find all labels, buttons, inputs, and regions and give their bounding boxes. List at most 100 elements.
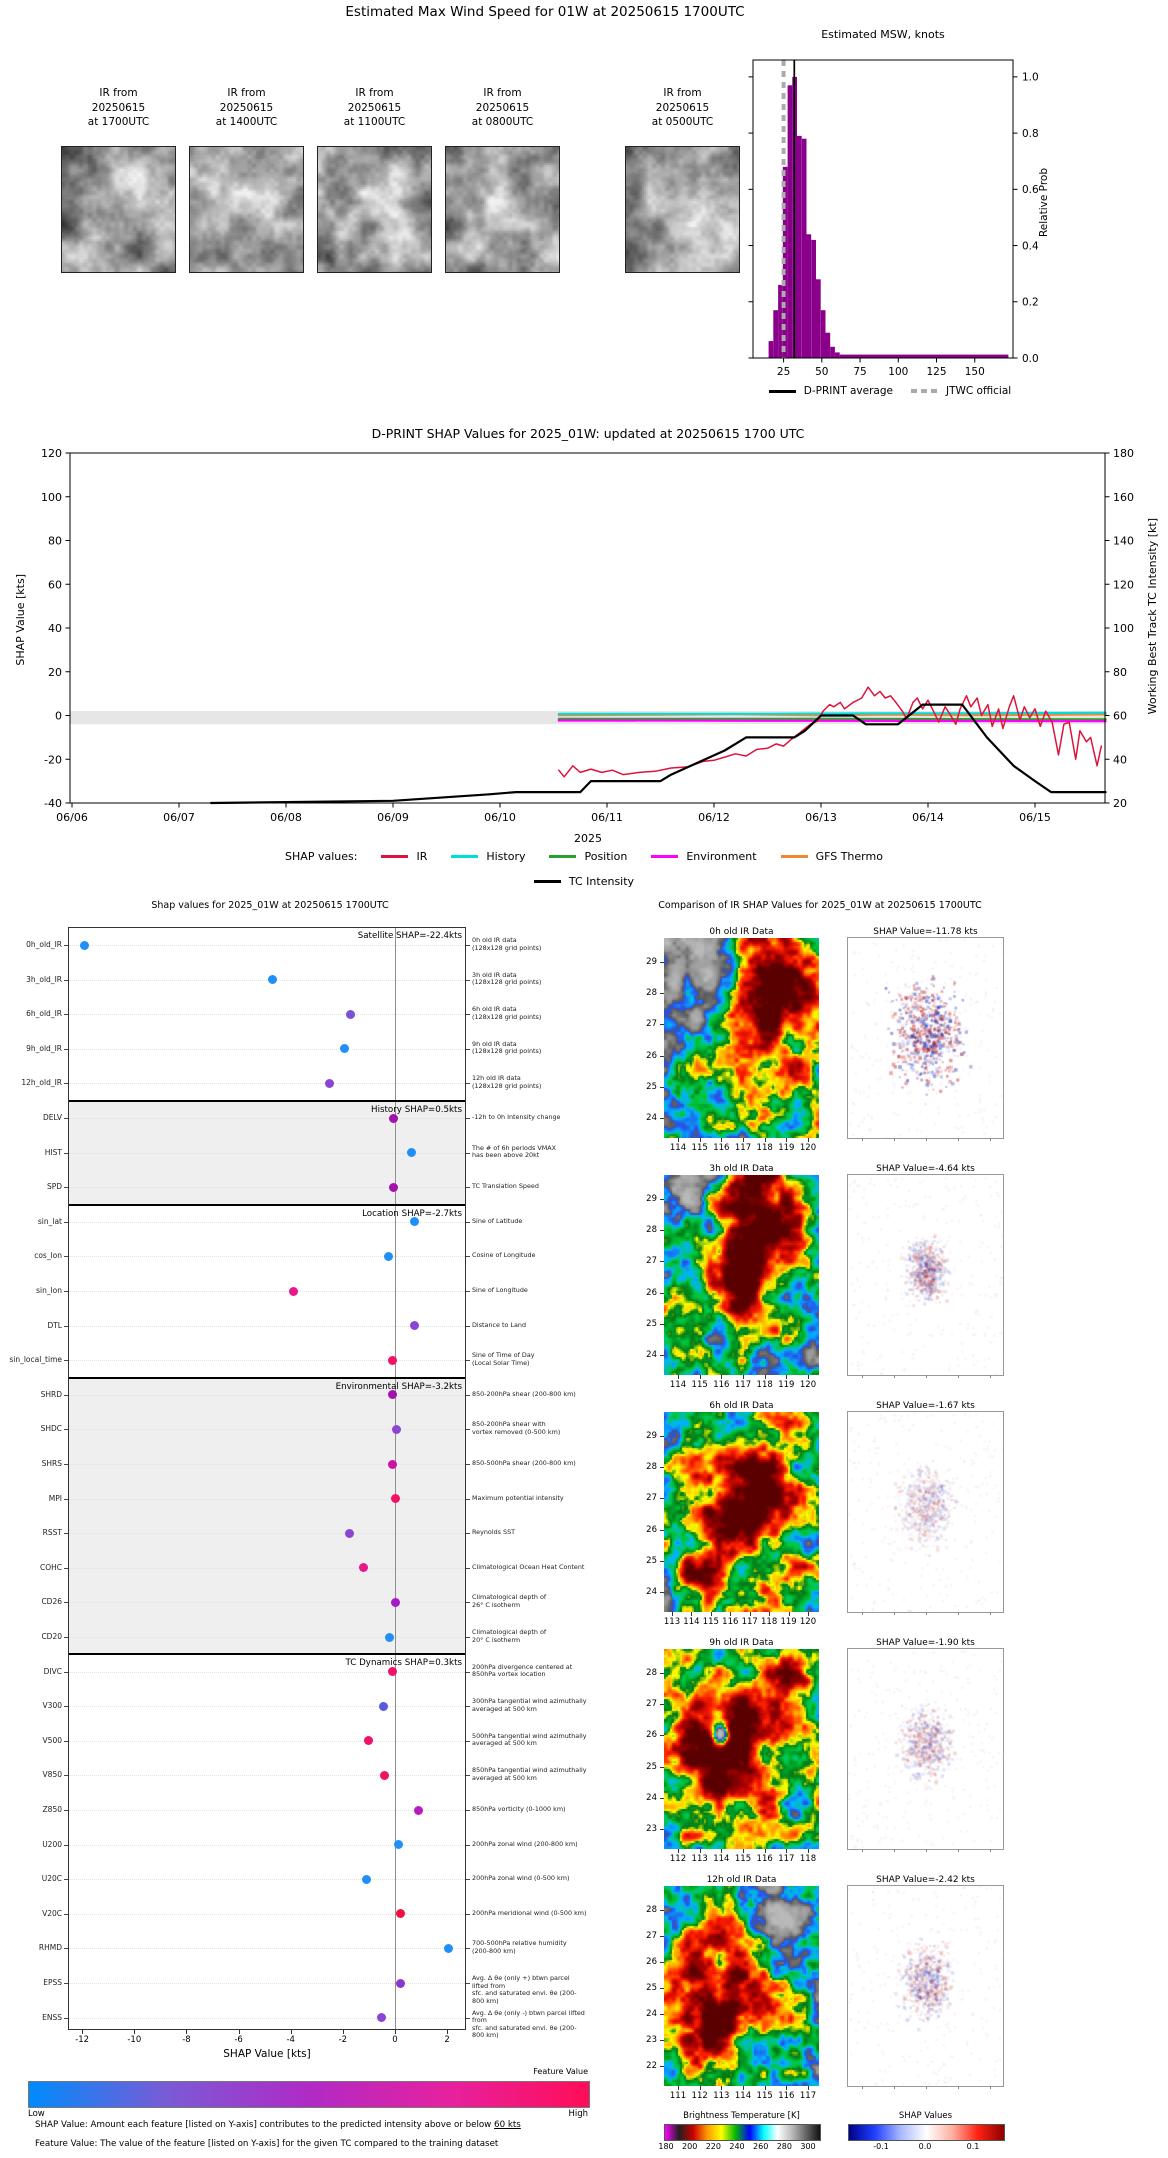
left-axis-tick <box>64 1187 68 1189</box>
feature-desc: -12h to 0h Intensity change <box>472 1113 561 1121</box>
histogram-title: Estimated MSW, knots <box>821 28 945 41</box>
hist-bar <box>778 284 783 358</box>
feature-label: CD20 <box>41 1632 62 1641</box>
right-axis-tick <box>466 1083 470 1085</box>
left-axis-tick <box>64 1464 68 1465</box>
hist-ytick: 0.6 <box>1022 184 1039 196</box>
map-xtick: 112 <box>691 2091 708 2101</box>
ts-ytick-right: 180 <box>1113 447 1134 460</box>
ts-ytick-right: 40 <box>1113 753 1127 766</box>
feature-desc: Sine of Time of Day (Local Solar Time) <box>472 1351 535 1367</box>
ts-ytick-right: 80 <box>1113 666 1127 679</box>
ts-xtick: 06/11 <box>591 811 623 824</box>
shap-dot <box>383 1251 393 1261</box>
row-gridline <box>69 1810 465 1811</box>
right-axis-tick <box>466 1740 470 1742</box>
row-gridline <box>69 979 465 981</box>
legend-label: Environment <box>686 850 757 863</box>
shap-dot <box>288 1286 298 1296</box>
left-axis-tick <box>64 1429 68 1431</box>
ir-map-canvas <box>664 938 819 1138</box>
map-ytick: 22 <box>646 2061 657 2071</box>
legend-swatch <box>780 855 808 858</box>
dotplot-frame <box>68 927 466 2030</box>
map-ytick-mark <box>660 1766 664 1768</box>
map-ytick: 26 <box>646 1050 657 1061</box>
map-xtick-mark <box>786 1138 788 1142</box>
histogram-plot: 25 50 75 100 125 150 0.0 0.2 0.4 0.6 0.8 1.0 <box>748 59 1039 378</box>
shap-dot <box>387 1355 397 1365</box>
ts-ytick-right: 160 <box>1113 491 1134 504</box>
left-axis-tick <box>64 1533 68 1535</box>
map-ytick: 24 <box>646 1350 657 1360</box>
map-ytick-mark <box>660 1355 664 1356</box>
ts-ytick-left: 80 <box>48 535 62 548</box>
right-axis-tick <box>466 1948 470 1950</box>
shap-map-canvas <box>847 937 1004 1139</box>
hist-ytick: 0.0 <box>1022 353 1039 365</box>
left-axis-tick <box>64 1983 68 1984</box>
ts-ytick-left: 20 <box>48 666 62 679</box>
ir-comparison-title: Comparison of IR SHAP Values for 2025_01… <box>658 900 982 911</box>
shap-values-colorbar-label: SHAP Values <box>898 2111 953 2121</box>
right-axis-tick <box>466 1775 470 1777</box>
shap-map-title: SHAP Value=-4.64 kts <box>876 1164 975 1174</box>
legend-item-history: History <box>451 850 525 863</box>
shap-dot <box>413 1805 423 1815</box>
map-xtick: 116 <box>756 1854 773 1864</box>
row-gridline <box>69 1464 465 1465</box>
right-axis-tick <box>466 1360 470 1362</box>
map-xtick-mark <box>743 1375 744 1379</box>
dotplot-xtick-mark <box>395 2030 396 2034</box>
map-ytick: 25 <box>646 1318 657 1329</box>
left-axis-tick <box>64 1221 68 1223</box>
shap-map-tick <box>990 1375 991 1378</box>
hist-xtick: 100 <box>888 366 908 378</box>
row-gridline <box>69 1706 465 1708</box>
map-ytick: 26 <box>646 1287 657 1298</box>
map-xtick: 115 <box>702 1617 719 1627</box>
dotplot-xtick: -10 <box>127 2035 142 2045</box>
left-axis-tick <box>64 2017 68 2019</box>
feature-desc: 850-200hPa shear with vortex removed (0-… <box>472 1420 561 1436</box>
bt-colorbar-tick: 260 <box>753 2142 769 2151</box>
map-xtick-mark <box>808 1375 809 1379</box>
ir-thumbnail-image <box>625 146 740 273</box>
left-axis-tick <box>64 1602 68 1604</box>
left-axis-tick <box>64 979 68 981</box>
hist-bar <box>768 341 774 358</box>
shap-dot <box>395 1909 405 1919</box>
shap-map-tick <box>894 1849 895 1852</box>
shap-dot <box>410 1217 420 1227</box>
map-xtick: 120 <box>799 1143 817 1153</box>
shap-map-canvas <box>847 1648 1004 1850</box>
map-xtick-mark <box>678 2086 679 2090</box>
shap-map-tick <box>862 1612 863 1615</box>
map-ytick-mark <box>660 2066 664 2067</box>
row-gridline <box>69 2017 465 2019</box>
right-axis-tick <box>466 945 470 946</box>
dotplot-xtick-mark <box>290 2030 292 2034</box>
map-xtick-mark <box>743 1849 744 1853</box>
histogram-legend: D-PRINT average JTWC official <box>690 385 1090 397</box>
shap-map-tick <box>990 2086 991 2089</box>
section-divider <box>68 1203 466 1206</box>
right-axis-tick <box>466 1118 470 1119</box>
feature-label: sin_local_time <box>9 1355 62 1365</box>
series-position <box>557 717 1107 721</box>
shap-map-tick <box>862 1138 863 1141</box>
shap-dot <box>385 1632 395 1642</box>
map-xtick-mark <box>672 1612 673 1616</box>
shap-map-tick <box>926 2086 927 2089</box>
shap-map-tick <box>958 1849 959 1852</box>
feature-label: U200 <box>42 1839 62 1849</box>
map-xtick-mark <box>721 1849 723 1853</box>
map-xtick-mark <box>691 1612 693 1616</box>
map-ytick-mark <box>660 1560 664 1562</box>
left-axis-tick <box>64 1256 68 1258</box>
map-ytick-mark <box>660 1988 664 1989</box>
right-axis-tick <box>466 1048 470 1050</box>
shap-dot <box>361 1874 371 1884</box>
map-xtick: 119 <box>778 1143 795 1153</box>
section-shading <box>69 1377 465 1655</box>
